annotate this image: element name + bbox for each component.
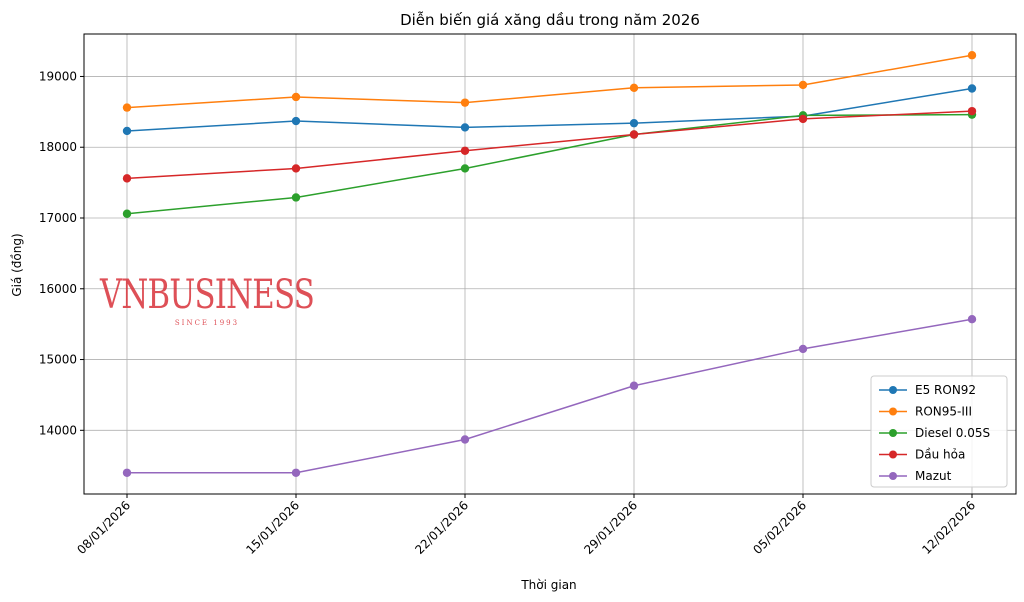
data-point <box>122 468 132 477</box>
series-line <box>126 87 973 132</box>
legend-item: Mazut <box>879 469 952 483</box>
legend-label: E5 RON92 <box>915 383 976 397</box>
data-point <box>460 164 470 173</box>
y-tick-label: 19000 <box>39 69 77 83</box>
data-point <box>629 381 639 390</box>
data-point <box>967 51 977 60</box>
watermark-text: VNBUSINESS <box>99 272 314 318</box>
legend-label: Dầu hỏa <box>915 448 965 462</box>
data-point <box>629 130 639 139</box>
x-tick-label: 29/01/2026 <box>581 498 640 557</box>
data-point <box>291 164 301 173</box>
legend-item: E5 RON92 <box>879 383 976 397</box>
legend-box <box>870 375 1008 488</box>
y-tick-label: 18000 <box>39 140 77 154</box>
vnbusiness-watermark: VNBUSINESS SINCE 1993 <box>99 272 315 327</box>
x-tick-label: 08/01/2026 <box>74 498 133 557</box>
series-line <box>126 110 973 180</box>
data-point <box>122 126 132 136</box>
data-point <box>460 146 470 155</box>
legend-marker <box>889 386 897 394</box>
legend-marker <box>889 407 897 416</box>
data-point <box>967 315 977 324</box>
legend-marker <box>889 450 897 459</box>
x-axis-title: Thời gian <box>520 578 576 592</box>
x-tick-label: 15/01/2026 <box>243 498 302 557</box>
series-4 <box>122 315 977 477</box>
data-point <box>967 84 977 93</box>
series-0 <box>122 84 977 136</box>
data-point <box>291 468 301 477</box>
series-layer <box>122 51 977 477</box>
x-tick-label: 12/02/2026 <box>919 498 978 557</box>
y-axis-ticks: 14000 15000 16000 17000 18000 19000 <box>39 69 84 437</box>
series-line <box>127 318 973 474</box>
data-point <box>460 98 470 107</box>
y-tick-label: 14000 <box>39 423 77 437</box>
legend-item: Dầu hỏa <box>879 448 965 462</box>
legend-label: RON95-III <box>915 405 972 419</box>
data-point <box>122 174 132 183</box>
legend-marker <box>889 429 897 437</box>
legend-marker <box>889 472 897 480</box>
data-point <box>798 344 808 354</box>
series-3 <box>122 106 977 183</box>
legend: E5 RON92 RON95-III Diesel 0.05S Dầu hỏa Mazu… <box>870 375 1008 488</box>
chart-title: Diễn biến giá xăng dầu trong năm 2026 <box>400 11 700 29</box>
x-axis-ticks: 08/01/2026 15/01/2026 22/01/2026 29/01/2026… <box>74 494 978 557</box>
data-point <box>798 80 808 90</box>
data-point <box>291 193 301 202</box>
data-point <box>460 123 470 132</box>
legend-label: Mazut <box>915 469 952 483</box>
data-point <box>460 435 470 444</box>
watermark-subtext: SINCE 1993 <box>175 319 239 327</box>
data-point <box>122 209 132 218</box>
series-1 <box>122 51 977 112</box>
data-point <box>798 114 808 124</box>
legend-label: Diesel 0.05S <box>915 426 990 440</box>
y-axis-title: Giá (đồng) <box>10 233 24 296</box>
data-point <box>122 103 132 112</box>
legend-item: Diesel 0.05S <box>879 426 990 440</box>
series-line <box>126 113 973 215</box>
data-point <box>291 92 301 102</box>
series-line <box>126 54 973 109</box>
y-tick-label: 16000 <box>39 282 77 296</box>
data-point <box>291 116 301 126</box>
x-tick-label: 05/02/2026 <box>750 498 809 557</box>
plot-area-frame <box>83 33 1017 495</box>
data-point <box>629 118 639 128</box>
legend-item: RON95-III <box>879 405 972 419</box>
data-point <box>629 83 639 92</box>
y-tick-label: 15000 <box>39 353 77 367</box>
data-point <box>967 106 977 116</box>
y-tick-label: 17000 <box>39 211 77 225</box>
series-2 <box>122 110 977 218</box>
x-tick-label: 22/01/2026 <box>412 498 471 557</box>
